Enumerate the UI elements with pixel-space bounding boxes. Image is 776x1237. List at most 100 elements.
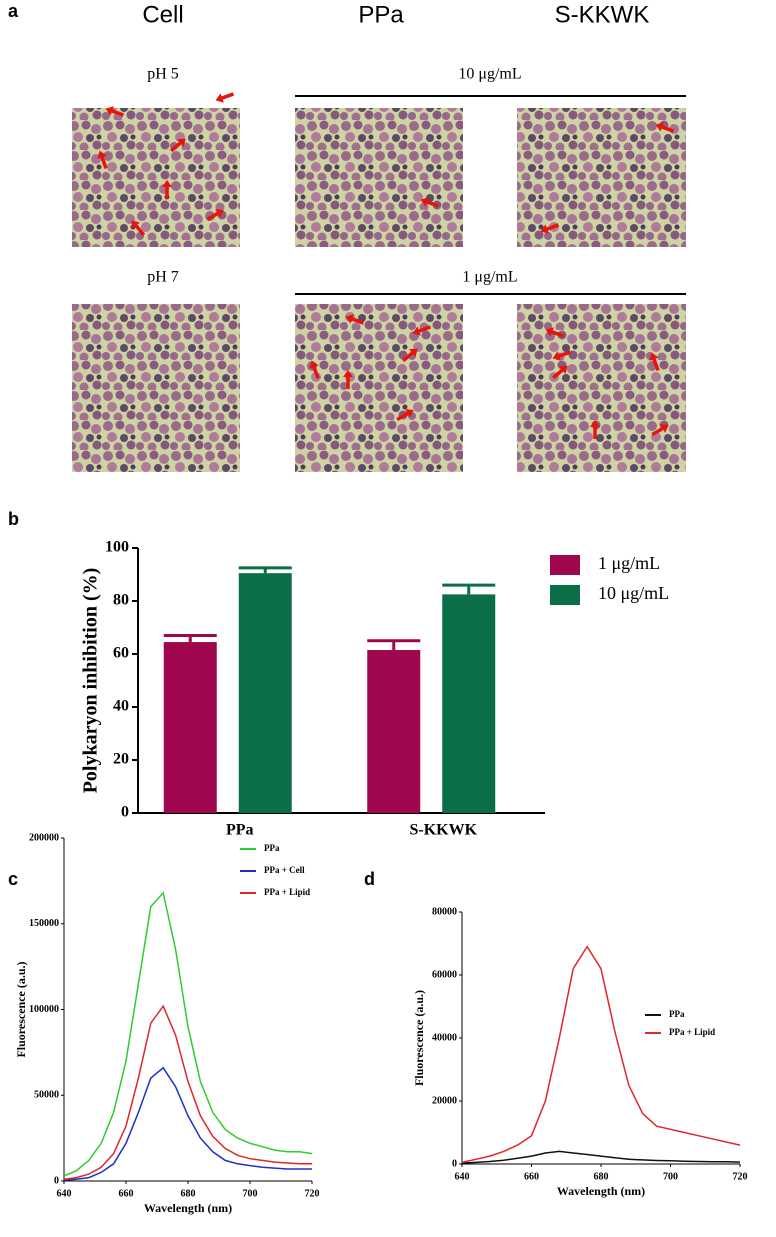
arrow [420,197,440,208]
micrograph [517,108,686,247]
y-tick-label: 80 [113,592,129,609]
column-header: PPa [358,1,404,28]
arrow-head [655,122,664,132]
legend-label: PPa + Lipid [669,1027,715,1037]
arrow-head [590,420,600,427]
micrograph [517,304,686,472]
arrow-head [540,224,549,234]
x-tick-label: 720 [305,1188,320,1199]
micrograph [295,304,463,472]
x-axis-label: Wavelength (nm) [144,1201,232,1215]
y-tick-label: 40 [113,698,129,715]
x-tick-label: 700 [243,1188,258,1199]
legend-label: PPa [264,843,280,853]
arrow [552,350,572,361]
y-tick-label: 40000 [432,1032,457,1043]
legend-swatch [550,555,580,575]
legend-label: PPa + Cell [264,865,305,875]
x-tick-label: 700 [663,1171,678,1182]
y-tick-label: 200000 [29,832,59,843]
legend-swatch [550,585,580,605]
y-tick-label: 20 [113,751,129,768]
arrow [401,348,418,363]
arrow-head [420,197,429,207]
arrow [655,122,675,133]
y-axis-label: Fluorescence (a.u.) [14,961,28,1057]
y-tick-label: 100 [105,539,129,556]
arrow [345,314,365,325]
arrow-head [412,326,421,336]
arrow [590,420,600,439]
line-series [63,1004,312,1181]
arrow-head [545,327,554,337]
y-tick-label: 20000 [432,1095,457,1106]
concentration-label: 10 μg/mL [458,66,521,83]
arrow-head [559,365,568,374]
y-tick-label: 150000 [29,918,59,929]
x-tick-label: 660 [524,1171,539,1182]
y-axis-label: Polykaryon inhibition (%) [80,568,102,794]
x-axis-label: Wavelength (nm) [557,1184,645,1198]
arrow-head [343,370,353,377]
arrow-head [177,138,186,147]
y-tick-label: 100000 [29,1004,59,1015]
column-header: Cell [142,1,183,28]
x-tick-label: 720 [733,1171,748,1182]
x-tick-label: 640 [455,1171,470,1182]
arrow-head [105,106,114,116]
arrow-head [309,360,319,369]
line-series [63,1066,312,1181]
bar [442,594,496,813]
line-series [461,945,741,1164]
arrow [651,424,669,437]
legend-label: 10 μg/mL [598,583,669,603]
arrow-head [660,424,669,433]
condition-label: pH 7 [147,269,179,286]
error-bar [442,583,496,595]
arrow [396,409,414,422]
error-bar [367,639,421,651]
y-tick-label: 50000 [34,1090,59,1101]
bar [238,573,292,813]
y-tick-label: 0 [54,1175,59,1186]
arrow-head [409,348,418,357]
legend-label: PPa + Lipid [264,887,310,897]
arrow-head [131,220,140,229]
condition-label: pH 5 [147,66,179,83]
arrow [540,223,560,234]
x-tick-label: PPa [226,822,254,839]
panel-label: a [8,1,19,21]
y-tick-label: 80000 [432,906,457,917]
arrow-head [215,93,224,103]
panel-label: c [8,869,18,889]
line-series [63,891,313,1177]
arrow [206,209,224,222]
arrow [551,365,568,380]
x-tick-label: S-KKWK [409,822,477,839]
legend-label: PPa [669,1009,685,1019]
bar [367,650,421,813]
arrow [215,92,235,103]
arrow [105,106,125,117]
arrow [545,327,565,338]
micrograph [72,108,240,247]
arrow [649,352,660,372]
arrow-head [649,352,659,361]
micrograph [295,108,463,247]
arrow-head [215,209,224,218]
y-tick-label: 0 [121,804,129,821]
arrow [309,360,320,380]
x-tick-label: 660 [119,1188,134,1199]
arrow [412,325,432,336]
arrow-head [97,150,107,159]
arrow [162,180,172,199]
micrograph [72,304,240,472]
bar [163,642,217,813]
arrow [169,138,186,153]
legend-label: 1 μg/mL [598,553,660,573]
y-tick-label: 60000 [432,969,457,980]
error-bar [238,566,292,574]
x-tick-label: 640 [57,1188,72,1199]
panel-label: b [8,509,19,529]
